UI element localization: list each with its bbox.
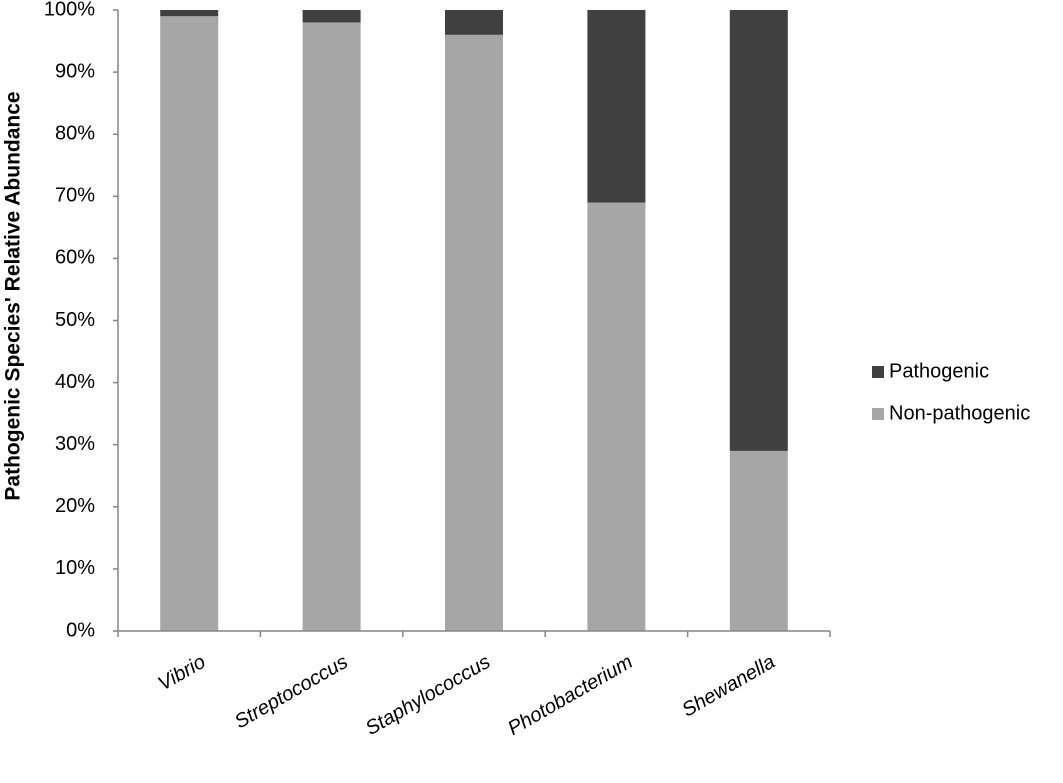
bar-segment	[729, 10, 788, 451]
bar-segment	[302, 10, 361, 23]
bar-segment	[445, 10, 503, 35]
x-tick-label: Staphylococcus	[362, 651, 494, 740]
bar-segment	[445, 34, 503, 631]
bar-segment	[160, 10, 219, 17]
y-tick-label: 10%	[55, 557, 95, 579]
bar-segment	[302, 22, 361, 632]
x-tick-label: Vibrio	[154, 651, 209, 695]
x-tick-label: Shewanella	[678, 651, 779, 722]
y-tick-label: 70%	[55, 185, 95, 207]
y-tick-label: 30%	[55, 433, 95, 455]
x-tick-label: Streptococcus	[231, 651, 352, 733]
y-tick-label: 50%	[55, 309, 95, 331]
y-axis-title: Pathogenic Species' Relative Abundance	[2, 91, 25, 500]
x-tick-label: Photobacterium	[504, 651, 636, 740]
legend-swatch	[872, 408, 884, 420]
bar-segment	[160, 16, 219, 631]
bar-segment	[729, 450, 788, 631]
y-tick-label: 40%	[55, 371, 95, 393]
bar-segment	[587, 202, 646, 631]
y-tick-label: 60%	[55, 247, 95, 269]
y-tick-label: 0%	[66, 619, 95, 641]
legend-label: Non-pathogenic	[889, 402, 1030, 424]
y-tick-label: 80%	[55, 122, 95, 144]
legend-swatch	[872, 366, 884, 378]
y-tick-label: 90%	[55, 60, 95, 82]
legend-label: Pathogenic	[889, 360, 989, 382]
y-tick-label: 20%	[55, 495, 95, 517]
y-tick-label: 100%	[44, 0, 95, 20]
bar-segment	[587, 10, 646, 203]
